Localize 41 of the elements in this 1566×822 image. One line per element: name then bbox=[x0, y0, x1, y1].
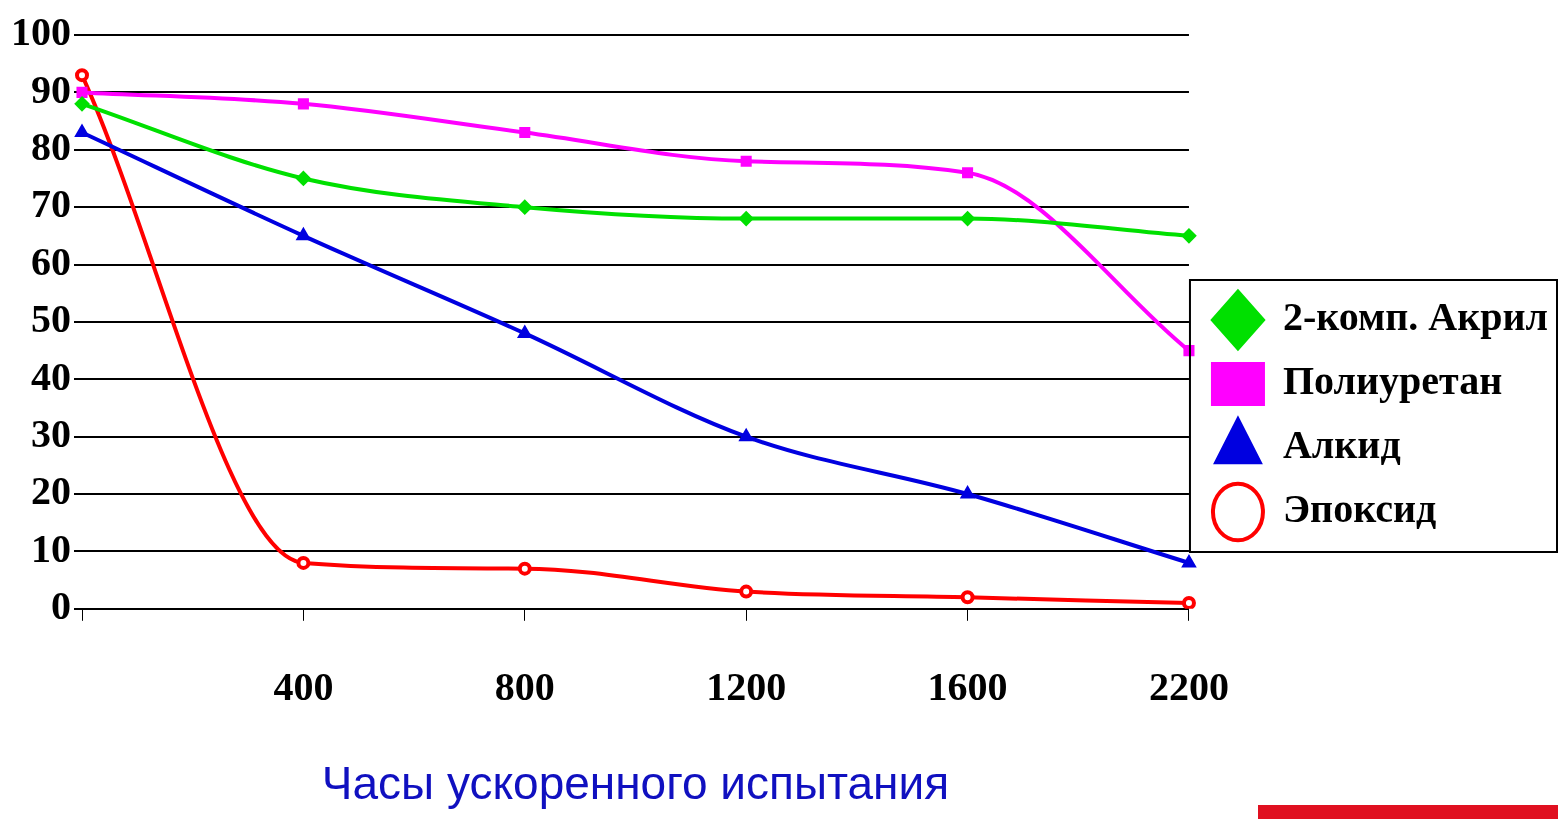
point bbox=[74, 123, 89, 138]
y-tick-label: 10 bbox=[31, 525, 71, 571]
x-tick-label: 1600 bbox=[927, 664, 1008, 710]
y-tick-label: 80 bbox=[31, 124, 71, 170]
point bbox=[517, 561, 532, 576]
point bbox=[739, 584, 754, 599]
y-tick-label: 70 bbox=[31, 181, 71, 227]
x-tick-label: 1200 bbox=[706, 664, 787, 710]
point bbox=[1182, 555, 1196, 568]
y-tick-label: 30 bbox=[31, 410, 71, 456]
point bbox=[517, 200, 532, 215]
y-tick-label: 40 bbox=[31, 353, 71, 399]
point bbox=[962, 167, 974, 179]
point bbox=[296, 171, 311, 186]
y-tick-label: 90 bbox=[31, 66, 71, 112]
point bbox=[297, 98, 309, 110]
point bbox=[75, 96, 89, 111]
y-tick-label: 100 bbox=[11, 9, 71, 55]
point bbox=[1181, 228, 1196, 243]
legend-label: Эпоксид bbox=[1282, 486, 1437, 532]
point bbox=[740, 155, 752, 167]
x-tick-label: 800 bbox=[494, 664, 555, 710]
point bbox=[960, 211, 975, 226]
x-tick-label: 400 bbox=[273, 664, 334, 710]
x-axis-title: Часы ускоренного испытания bbox=[321, 757, 950, 810]
point bbox=[1181, 596, 1196, 609]
y-tick-label: 50 bbox=[31, 296, 71, 342]
legend-label: 2-комп. Акрил bbox=[1282, 294, 1549, 340]
point bbox=[75, 68, 89, 83]
point bbox=[738, 427, 754, 442]
x-tick-label: 2200 bbox=[1148, 664, 1229, 710]
point bbox=[739, 211, 754, 226]
y-tick-label: 0 bbox=[51, 583, 71, 629]
legend-label: Полиуретан bbox=[1282, 358, 1503, 404]
legend-label: Алкид bbox=[1282, 422, 1401, 468]
point bbox=[519, 127, 531, 139]
y-tick-label: 60 bbox=[31, 238, 71, 284]
y-tick-label: 20 bbox=[31, 468, 71, 514]
point bbox=[296, 555, 311, 570]
point bbox=[518, 326, 532, 338]
point bbox=[960, 590, 975, 605]
